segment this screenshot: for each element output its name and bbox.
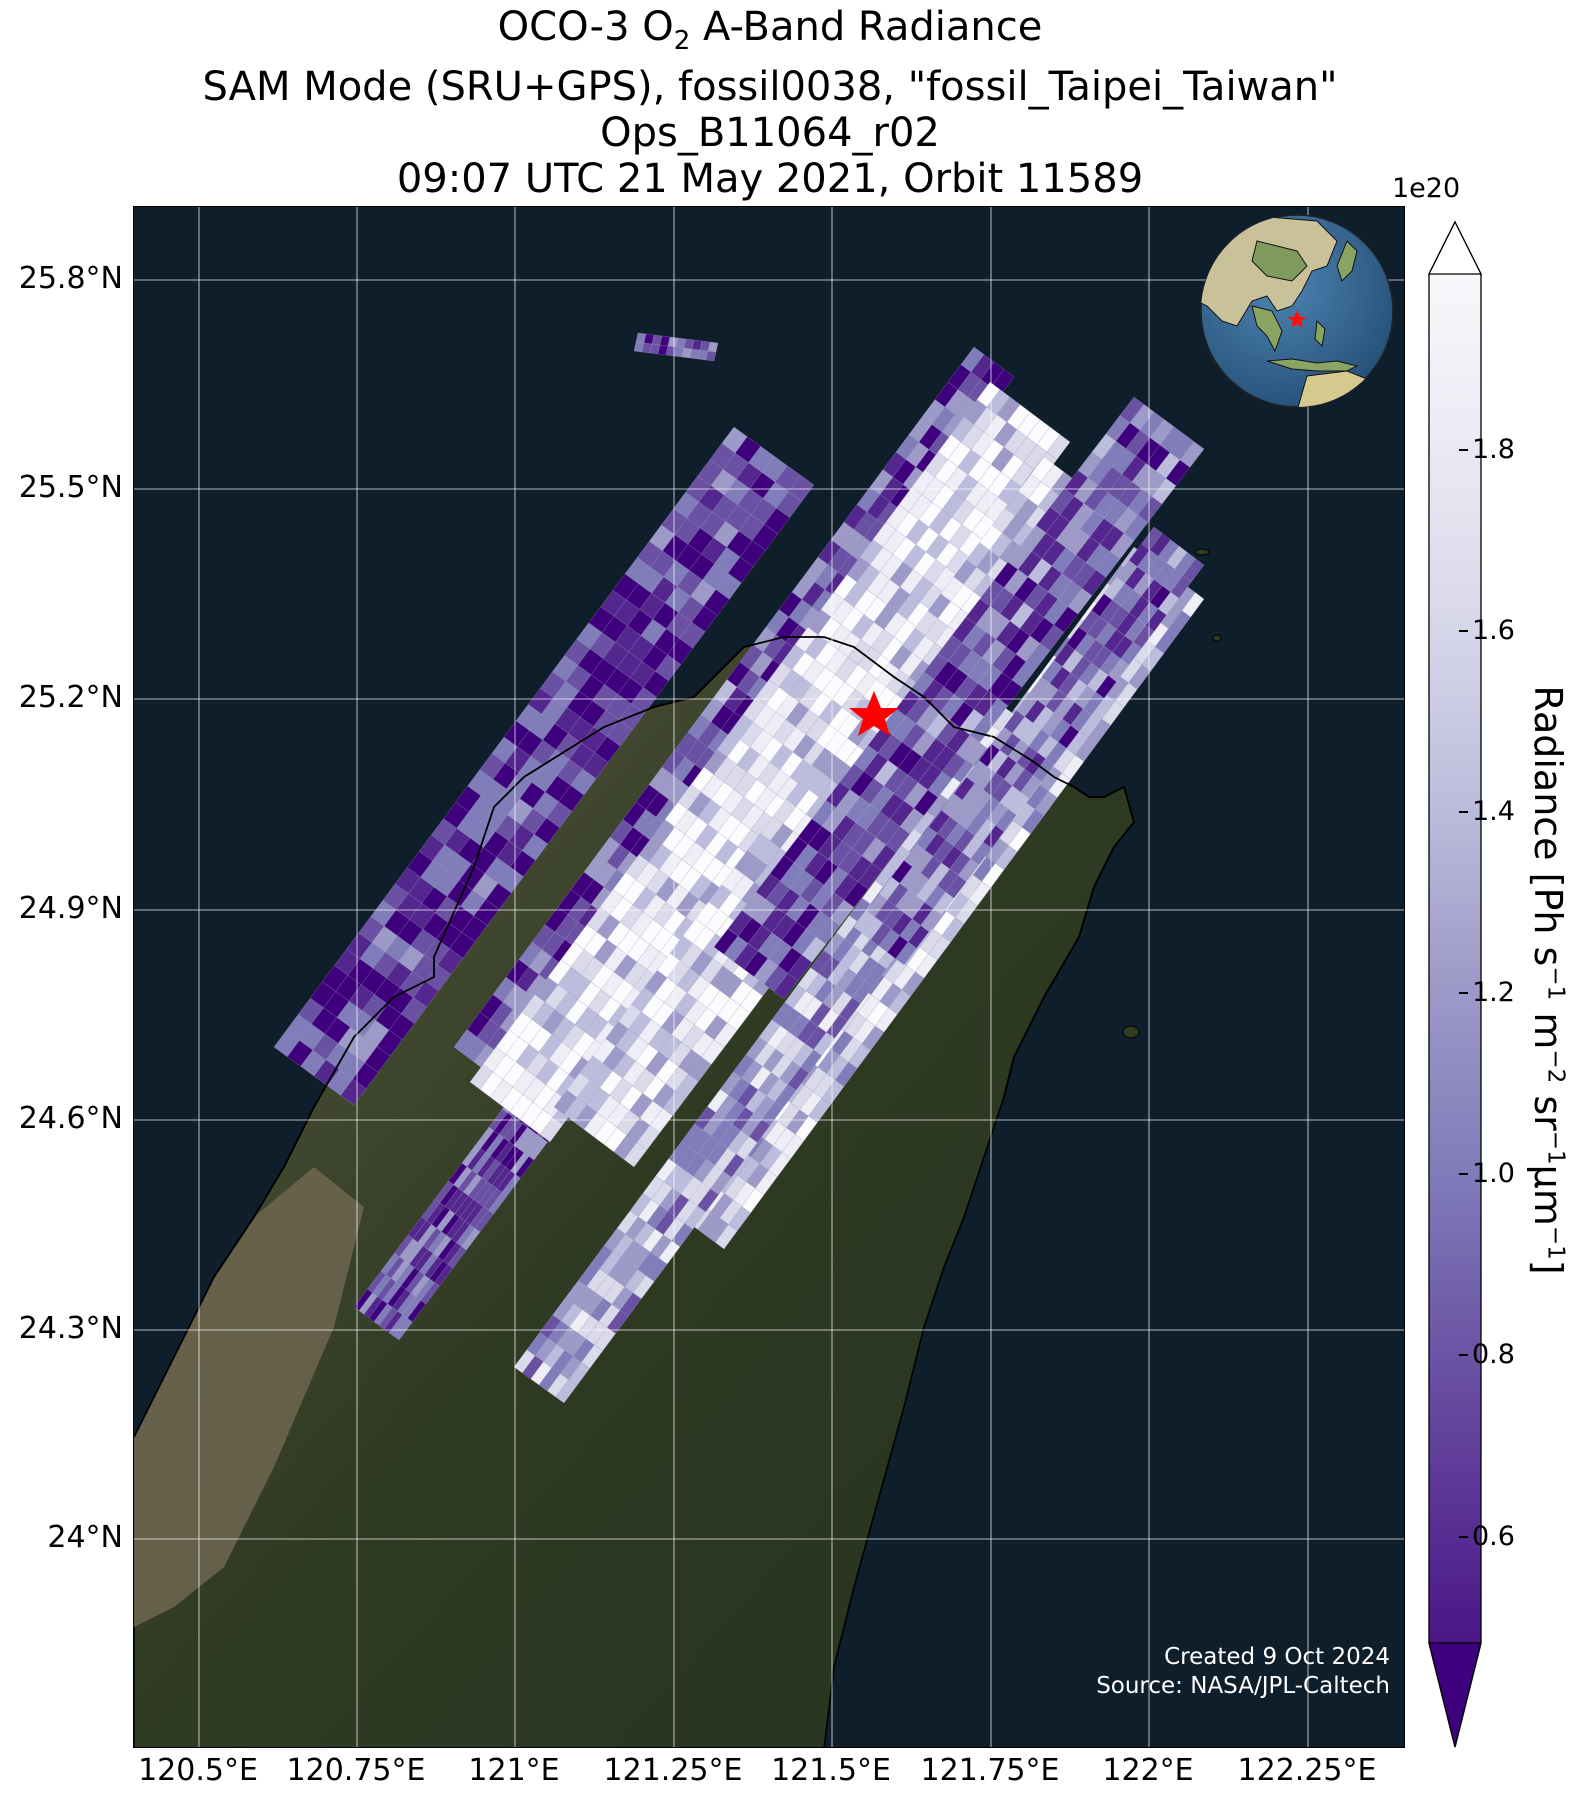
map-canvas xyxy=(134,207,1404,1747)
lat-label: 24°N xyxy=(47,1520,123,1555)
lon-label: 121.25°E xyxy=(603,1753,743,1788)
colorbar xyxy=(1427,220,1483,1748)
lon-label: 120.5°E xyxy=(138,1753,258,1788)
globe-target-star xyxy=(1287,310,1307,328)
radiance-cell xyxy=(1179,441,1205,468)
data-source: Source: NASA/JPL-Caltech xyxy=(1096,1673,1390,1699)
radiance-cell xyxy=(707,341,719,353)
colorbar-tick xyxy=(1459,992,1468,994)
colorbar-bottom-extend xyxy=(1428,1642,1482,1748)
globe-indonesia xyxy=(1266,358,1359,372)
colorbar-title: Radiance [Ph s−1 m−2 sr−1μm−1] xyxy=(1526,685,1570,1275)
lat-label: 25.2°N xyxy=(18,680,123,715)
lon-label: 122.25°E xyxy=(1237,1753,1377,1788)
radiance-swaths xyxy=(273,332,1205,1404)
lat-label: 24.3°N xyxy=(18,1311,123,1346)
colorbar-tick-label: 0.8 xyxy=(1472,1339,1515,1370)
island xyxy=(1212,634,1222,642)
colorbar-tick xyxy=(1459,1536,1468,1538)
radiance-cell xyxy=(1183,558,1205,582)
title-line-2: SAM Mode (SRU+GPS), fossil0038, "fossil_… xyxy=(202,64,1338,110)
target-star-marker xyxy=(849,691,899,736)
title-line-4: 09:07 UTC 21 May 2021, Orbit 11589 xyxy=(396,156,1144,202)
island xyxy=(1194,548,1210,556)
radiance-cell xyxy=(1181,592,1205,618)
colorbar-tick xyxy=(1459,630,1468,632)
globe-philippines xyxy=(1314,319,1326,348)
globe-green xyxy=(1251,240,1308,282)
globe-inset xyxy=(1200,214,1394,408)
lon-label: 121.5°E xyxy=(771,1753,891,1788)
colorbar-tick xyxy=(1459,1173,1468,1175)
colorbar-top-extend xyxy=(1427,220,1483,275)
colorbar-tick-label: 0.6 xyxy=(1472,1521,1515,1552)
colorbar-tick xyxy=(1459,811,1468,813)
colorbar-tick-label: 1.2 xyxy=(1472,977,1515,1008)
colorbar-exponent: 1e20 xyxy=(1392,173,1461,204)
map-panel[interactable] xyxy=(133,206,1405,1748)
created-date: Created 9 Oct 2024 xyxy=(1164,1644,1390,1670)
lat-label: 25.8°N xyxy=(18,261,123,296)
gridlines xyxy=(134,207,1404,1747)
globe-japan xyxy=(1336,240,1358,282)
radiance-cell xyxy=(1046,434,1071,460)
colorbar-tick xyxy=(1459,449,1468,451)
credits: Created 9 Oct 2024 Source: NASA/JPL-Calt… xyxy=(1096,1643,1390,1701)
lon-label: 121.75°E xyxy=(920,1753,1060,1788)
lon-label: 121°E xyxy=(468,1753,560,1788)
colorbar-tick xyxy=(1459,1354,1468,1356)
coastline xyxy=(134,636,1135,1438)
lat-label: 24.9°N xyxy=(18,891,123,926)
colorbar-tick-label: 1.6 xyxy=(1472,615,1515,646)
lon-label: 122°E xyxy=(1102,1753,1194,1788)
colorbar-tick-label: 1.8 xyxy=(1472,434,1515,465)
lat-label: 24.6°N xyxy=(18,1101,123,1136)
lat-label: 25.5°N xyxy=(18,470,123,505)
lon-label: 120.75°E xyxy=(286,1753,426,1788)
radiance-cell xyxy=(788,475,815,502)
island xyxy=(1122,1025,1140,1039)
globe-indochina xyxy=(1251,305,1283,353)
colorbar-tick-label: 1.4 xyxy=(1472,796,1515,827)
title-line-1: OCO-3 O2 A-Band Radiance xyxy=(497,4,1043,56)
figure-title: OCO-3 O2 A-Band Radiance SAM Mode (SRU+G… xyxy=(0,4,1540,202)
title-line-3: Ops_B11064_r02 xyxy=(600,110,940,156)
urban-area xyxy=(134,1167,364,1627)
colorbar-tick-label: 1.0 xyxy=(1472,1158,1515,1189)
